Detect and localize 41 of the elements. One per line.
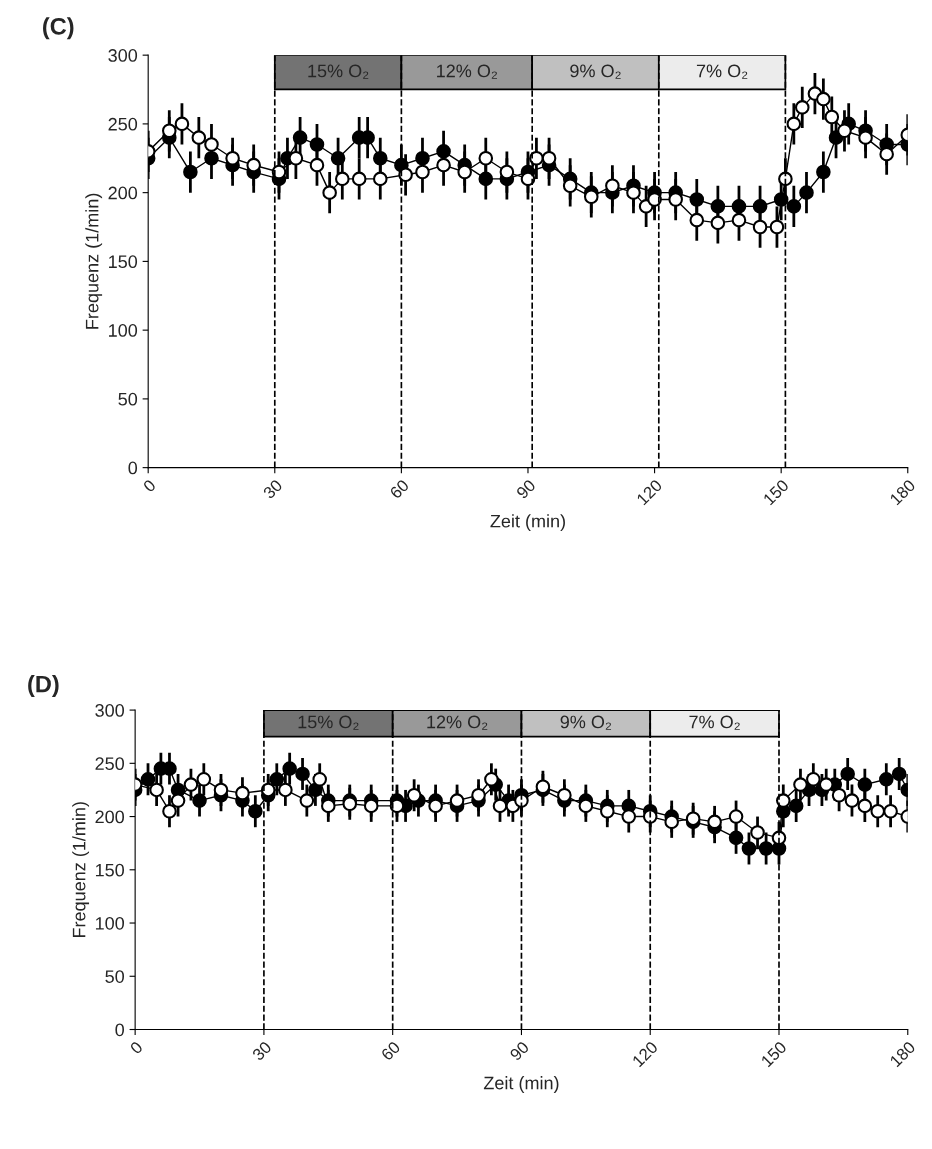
x-tick-label: 30: [262, 478, 283, 500]
y-tick-label: 150: [109, 255, 138, 269]
y-tick-label: 150: [95, 863, 125, 877]
x-tick-label: 120: [631, 1040, 659, 1068]
x-tick-label: 180: [889, 1040, 916, 1068]
band-label: 9% O₂: [570, 64, 621, 79]
y-tick-label: 100: [95, 916, 125, 930]
x-tick-label: 90: [509, 1040, 530, 1062]
x-tick-label: 30: [251, 1040, 273, 1062]
y-tick-label: 0: [128, 461, 138, 475]
x-tick-label: 90: [515, 478, 537, 500]
y-tick-label: 200: [95, 810, 125, 824]
y-tick-label: 0: [115, 1023, 125, 1037]
y-tick-label: 50: [105, 970, 125, 983]
y-tick-label: 300: [108, 49, 138, 62]
y-axis-title: Frequenz (1/min): [85, 193, 103, 329]
y-tick-label: 200: [108, 186, 138, 200]
y-axis-title: Frequenz (1/min): [72, 802, 90, 938]
band-label: 7% O₂: [689, 715, 740, 730]
band-label: 9% O₂: [560, 715, 612, 730]
x-tick-label: 60: [389, 478, 410, 500]
x-axis-title: Zeit (min): [483, 1076, 559, 1093]
x-tick-label: 120: [636, 478, 663, 506]
y-tick-label: 300: [95, 704, 125, 717]
chart-title: (D): [28, 675, 59, 698]
x-tick-label: 150: [760, 1040, 788, 1068]
band-label: 15% O₂: [298, 715, 359, 730]
y-tick-label: 250: [95, 757, 125, 771]
band-label: 7% O₂: [696, 64, 748, 79]
y-tick-label: 100: [109, 324, 138, 337]
band-label: 12% O₂: [437, 64, 497, 79]
y-tick-label: 50: [118, 392, 138, 406]
x-tick-label: 150: [762, 478, 790, 506]
band-label: 12% O₂: [427, 715, 488, 730]
x-tick-label: 0: [142, 478, 157, 493]
x-tick-label: 180: [889, 478, 916, 506]
x-axis-title: Zeit (min): [490, 514, 565, 532]
chart-title: (C): [43, 17, 74, 40]
x-tick-label: 60: [380, 1040, 401, 1062]
y-tick-label: 250: [108, 117, 138, 131]
band-label: 15% O₂: [308, 64, 369, 79]
